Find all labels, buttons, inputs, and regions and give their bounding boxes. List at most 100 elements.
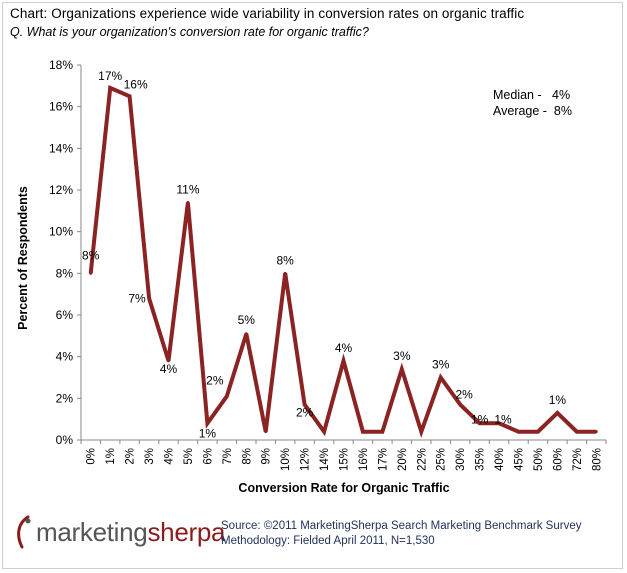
x-tick-label: 7% [222,448,234,465]
methodology-text: Methodology: Fielded April 2011, N=1,530 [221,535,435,547]
x-tick-label: 1% [105,448,117,465]
data-label: 17% [98,69,122,83]
x-tick-label: 12% [300,448,312,471]
data-point [517,430,520,434]
data-point [536,430,540,434]
x-tick-label: 45% [514,448,526,471]
y-tick-label: 0% [56,433,74,447]
data-label: 3% [393,349,411,363]
y-tick-label: 6% [56,308,74,322]
logo-word-sherpa: sherpa [147,516,226,547]
data-label: 3% [432,358,450,372]
data-label: 2% [455,388,473,402]
data-point [419,430,423,434]
source-text: Source: ©2011 MarketingSherpa Search Mar… [221,520,582,532]
median-stat: Median - 4% [493,88,571,102]
data-point [361,430,365,434]
average-stat: Average - 8% [493,104,572,118]
data-point [380,430,384,434]
x-tick-label: 35% [475,448,487,471]
data-point [400,367,404,371]
data-point [439,376,443,379]
data-point [497,421,501,425]
x-tick-label: 80% [591,448,603,471]
data-point [89,271,93,275]
x-tick-label: 16% [358,448,370,471]
logo-mark-icon [17,515,31,549]
y-tick-label: 16% [49,100,73,114]
data-point [186,201,190,204]
y-tick-label: 18% [49,58,73,72]
logo-wordmark: marketingsherpa [36,517,225,548]
x-tick-label: 17% [377,448,389,471]
x-tick-label: 14% [319,448,331,471]
data-label: 11% [176,183,199,197]
y-tick-label: 10% [49,225,73,239]
x-tick-label: 8% [241,448,253,465]
x-tick-label: 9% [261,448,273,465]
data-label: 1% [199,426,217,440]
x-tick-label: 30% [455,448,467,471]
data-point [205,421,209,425]
y-axis-label: Percent of Respondents [16,186,30,330]
data-label: 5% [238,313,256,327]
data-label: 1% [471,412,489,426]
x-tick-label: 0% [86,448,98,465]
data-point [147,296,151,300]
data-label: 7% [128,291,146,305]
data-point [128,94,132,98]
y-tick-label: 4% [56,350,74,364]
x-tick-label: 6% [202,448,214,465]
data-point [594,430,598,434]
data-label: 16% [124,77,148,91]
chart-title-text: Chart: Organizations experience wide var… [10,6,525,21]
data-point [225,394,229,398]
x-tick-label: 2% [125,448,137,465]
data-point [458,403,462,407]
data-point [322,430,326,434]
x-tick-label: 20% [397,448,409,471]
y-tick-label: 14% [49,141,73,155]
chart-title: Chart: Organizations experience wide var… [10,6,524,21]
data-point [478,421,482,425]
data-point [342,359,345,363]
data-point [555,411,559,415]
x-tick-label: 40% [494,448,506,471]
marketingsherpa-logo: marketingsherpa [14,515,225,549]
data-point [108,86,112,90]
data-label: 1% [494,412,512,426]
x-tick-label: 25% [436,448,448,471]
y-tick-label: 12% [49,183,73,197]
x-tick-label: 60% [552,448,564,471]
data-point [283,271,287,275]
summary-stats: Median - 4% Average - 8% [493,87,572,119]
data-point [264,430,268,434]
y-tick-label: 8% [56,266,74,280]
data-point [167,359,170,363]
y-tick-label: 2% [56,391,74,405]
x-tick-label: 72% [572,448,584,471]
data-label: 2% [296,406,314,420]
logo-word-marketing: marketing [36,516,148,547]
x-tick-label: 50% [533,448,545,471]
data-label: 1% [549,393,567,407]
x-tick-label: 22% [416,448,428,471]
series-line [88,84,597,438]
x-tick-label: 15% [339,448,351,471]
data-label: 8% [276,253,294,267]
data-point [244,332,248,336]
data-label: 8% [82,248,100,262]
data-point [303,403,307,407]
x-tick-label: 5% [183,448,195,465]
survey-question: Q. What is your organization's conversio… [10,25,369,39]
x-tick-label: 3% [144,448,156,465]
data-label: 4% [335,341,353,355]
source-note: Source: ©2011 MarketingSherpa Search Mar… [221,519,581,549]
x-tick-label: 10% [280,448,292,471]
data-point [575,430,579,434]
x-tick-label: 4% [164,448,176,465]
data-label: 4% [160,362,178,376]
x-axis-label: Conversion Rate for Organic Traffic [238,481,450,495]
